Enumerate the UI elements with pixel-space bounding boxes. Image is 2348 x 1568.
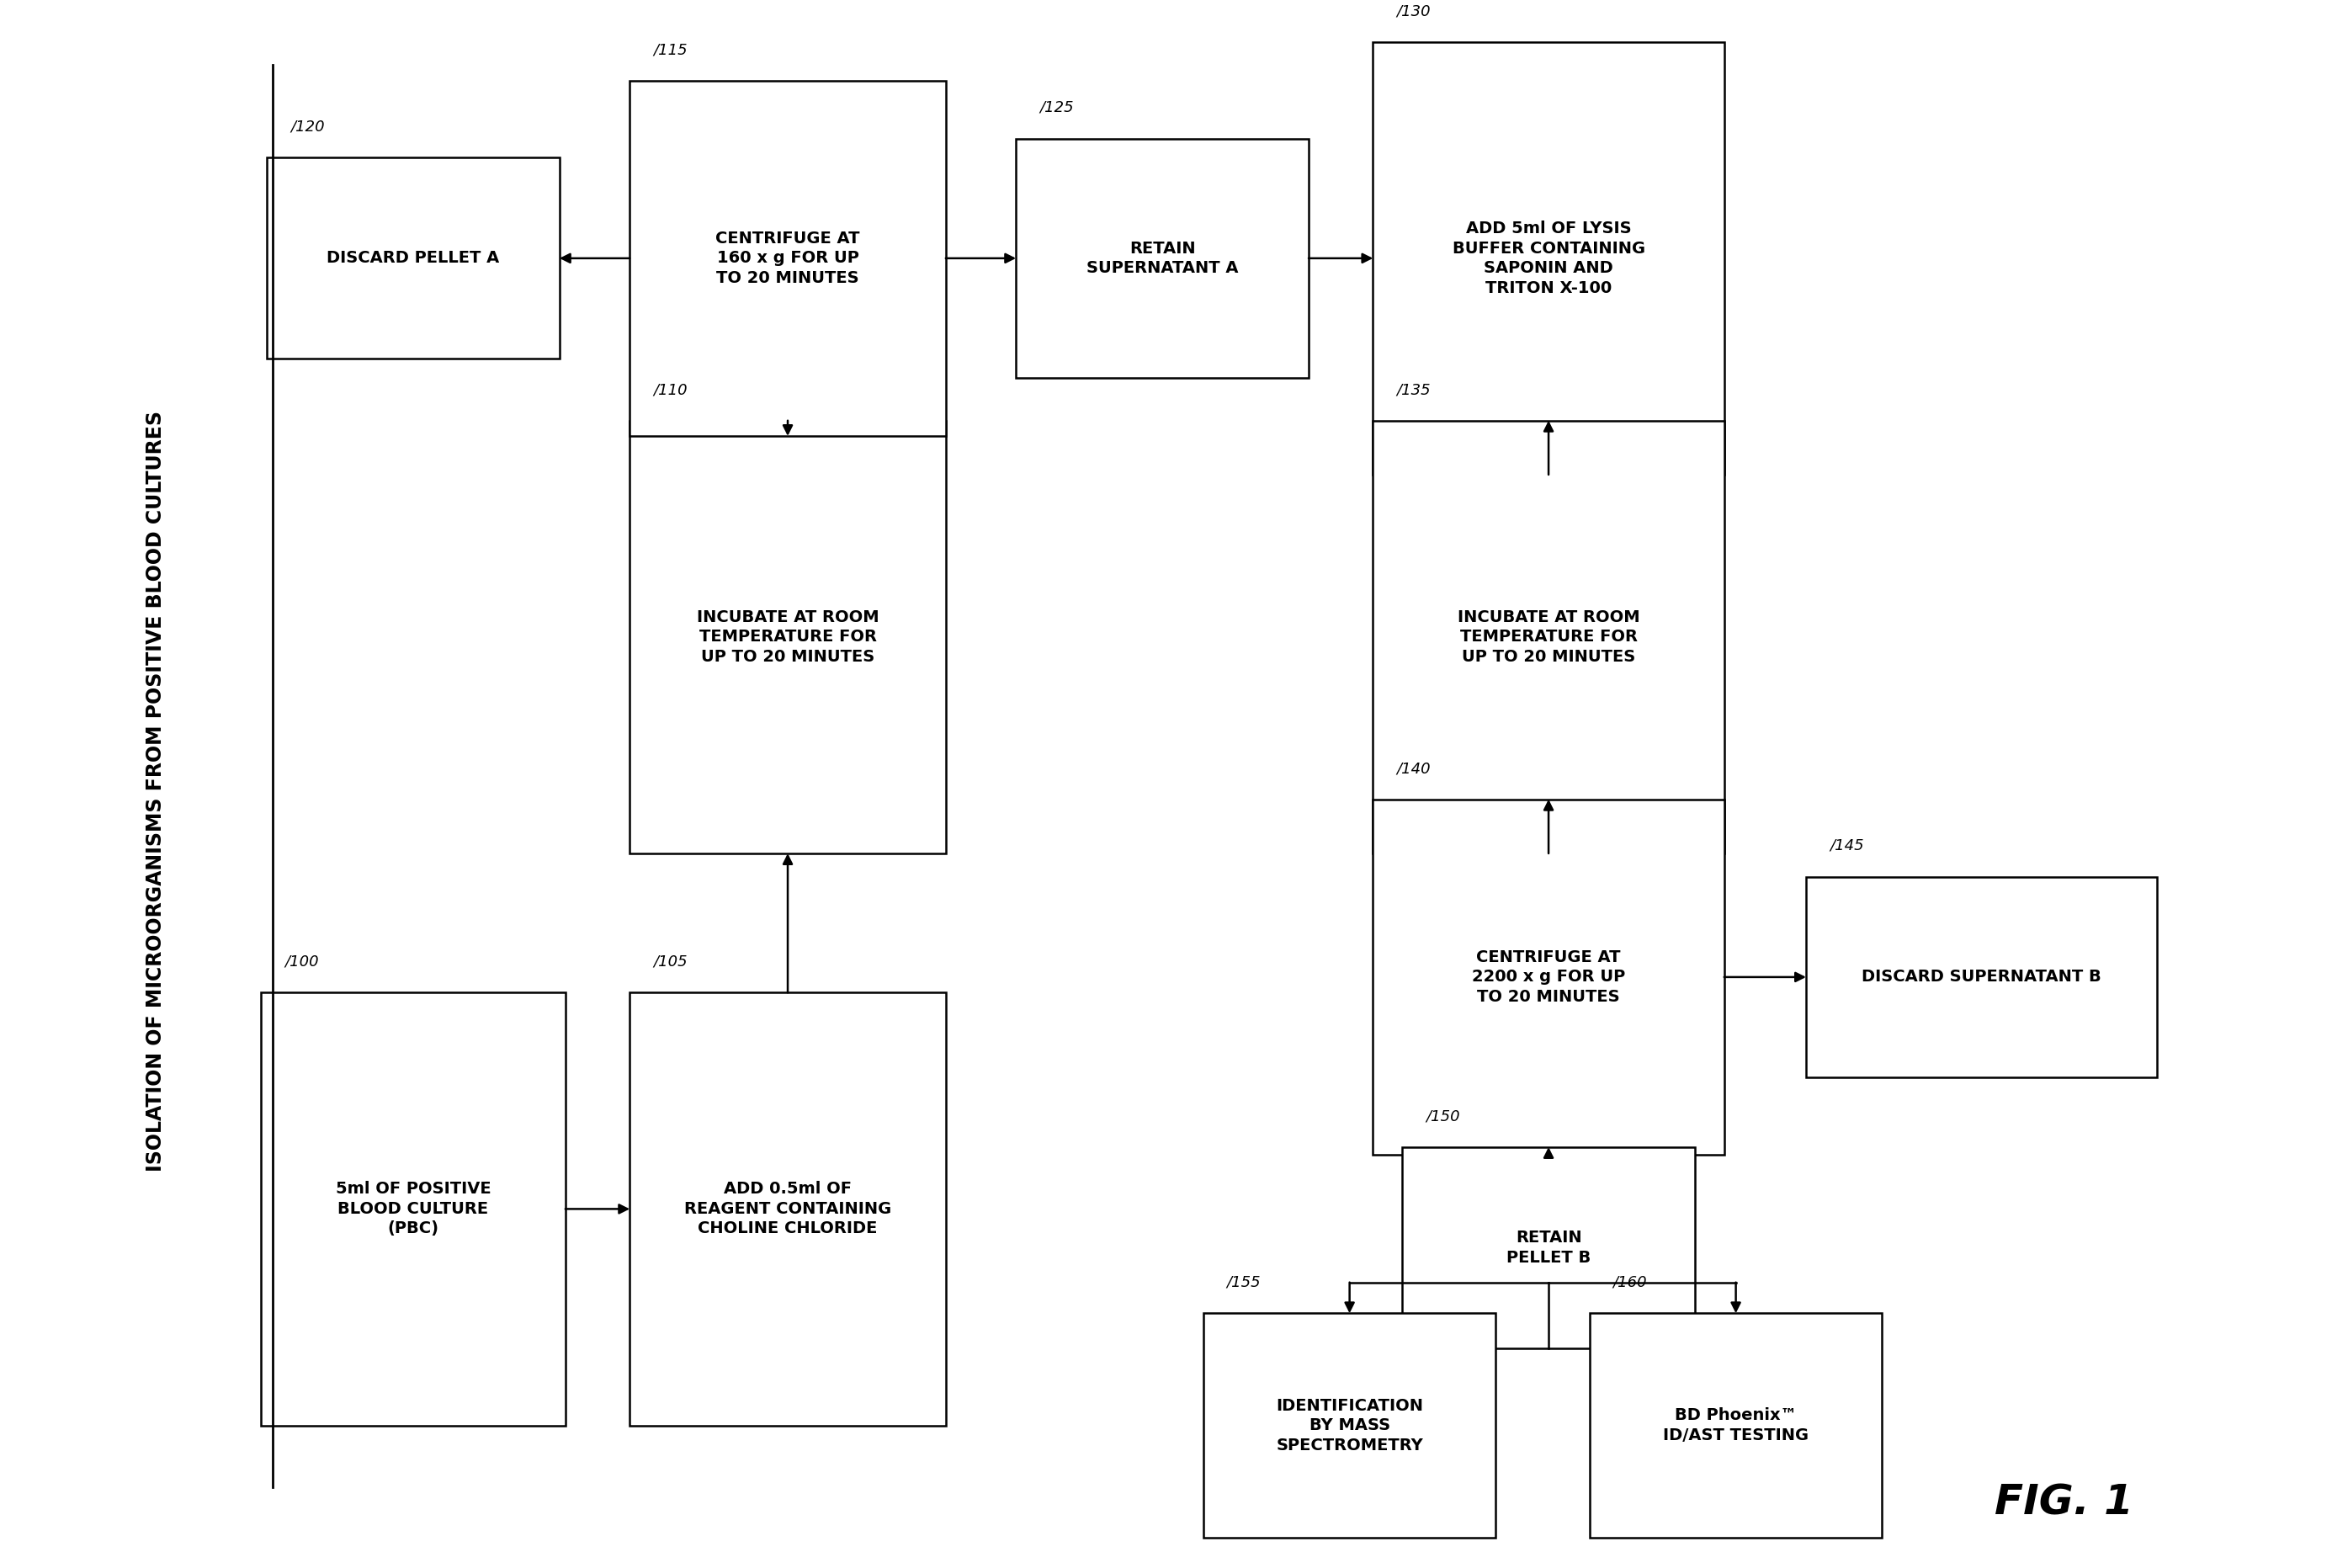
Text: /145: /145 xyxy=(1829,839,1864,853)
Text: /115: /115 xyxy=(653,42,688,58)
Bar xyxy=(1374,800,1723,1156)
Bar xyxy=(629,80,946,436)
Text: INCUBATE AT ROOM
TEMPERATURE FOR
UP TO 20 MINUTES: INCUBATE AT ROOM TEMPERATURE FOR UP TO 2… xyxy=(697,610,878,665)
Text: /140: /140 xyxy=(1397,760,1430,776)
Bar xyxy=(1374,420,1723,853)
Text: /100: /100 xyxy=(284,955,319,969)
Text: CENTRIFUGE AT
160 x g FOR UP
TO 20 MINUTES: CENTRIFUGE AT 160 x g FOR UP TO 20 MINUT… xyxy=(716,230,859,285)
Bar xyxy=(1017,138,1308,378)
Bar xyxy=(268,158,559,359)
Text: ADD 0.5ml OF
REAGENT CONTAINING
CHOLINE CHLORIDE: ADD 0.5ml OF REAGENT CONTAINING CHOLINE … xyxy=(683,1181,892,1237)
Text: CENTRIFUGE AT
2200 x g FOR UP
TO 20 MINUTES: CENTRIFUGE AT 2200 x g FOR UP TO 20 MINU… xyxy=(1472,949,1625,1005)
Bar xyxy=(261,993,566,1425)
Text: FIG. 1: FIG. 1 xyxy=(1993,1482,2132,1523)
Text: RETAIN
PELLET B: RETAIN PELLET B xyxy=(1507,1229,1590,1265)
Text: 5ml OF POSITIVE
BLOOD CULTURE
(PBC): 5ml OF POSITIVE BLOOD CULTURE (PBC) xyxy=(336,1181,491,1237)
Bar xyxy=(1374,42,1723,475)
Bar xyxy=(1402,1148,1695,1348)
Text: /130: /130 xyxy=(1397,3,1430,19)
Bar xyxy=(1590,1314,1883,1538)
Bar xyxy=(629,420,946,853)
Text: INCUBATE AT ROOM
TEMPERATURE FOR
UP TO 20 MINUTES: INCUBATE AT ROOM TEMPERATURE FOR UP TO 2… xyxy=(1458,610,1639,665)
Text: DISCARD PELLET A: DISCARD PELLET A xyxy=(326,251,500,267)
Text: /135: /135 xyxy=(1397,383,1430,397)
Text: DISCARD SUPERNATANT B: DISCARD SUPERNATANT B xyxy=(1862,969,2101,985)
Text: BD Phoenix™
ID/AST TESTING: BD Phoenix™ ID/AST TESTING xyxy=(1662,1408,1808,1443)
Bar xyxy=(1202,1314,1496,1538)
Text: /120: /120 xyxy=(291,119,324,135)
Bar xyxy=(629,993,946,1425)
Text: /150: /150 xyxy=(1425,1109,1460,1124)
Text: /155: /155 xyxy=(1226,1275,1261,1290)
Text: /105: /105 xyxy=(653,955,688,969)
Text: IDENTIFICATION
BY MASS
SPECTROMETRY: IDENTIFICATION BY MASS SPECTROMETRY xyxy=(1275,1397,1423,1454)
Text: /125: /125 xyxy=(1040,100,1073,116)
Text: /160: /160 xyxy=(1613,1275,1648,1290)
Text: RETAIN
SUPERNATANT A: RETAIN SUPERNATANT A xyxy=(1087,240,1237,276)
Text: ISOLATION OF MICROORGANISMS FROM POSITIVE BLOOD CULTURES: ISOLATION OF MICROORGANISMS FROM POSITIV… xyxy=(146,411,167,1171)
Text: /110: /110 xyxy=(653,383,688,397)
Text: ADD 5ml OF LYSIS
BUFFER CONTAINING
SAPONIN AND
TRITON X-100: ADD 5ml OF LYSIS BUFFER CONTAINING SAPON… xyxy=(1451,221,1646,296)
Bar xyxy=(1806,877,2158,1077)
